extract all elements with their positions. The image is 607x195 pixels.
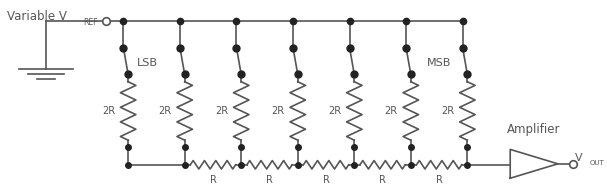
Text: Amplifier: Amplifier xyxy=(507,123,561,136)
Text: R: R xyxy=(322,175,330,185)
Text: R: R xyxy=(436,175,443,185)
Text: 2R: 2R xyxy=(441,106,454,116)
Text: 2R: 2R xyxy=(215,106,228,116)
Text: Variable V: Variable V xyxy=(7,10,67,23)
Text: 2R: 2R xyxy=(328,106,341,116)
Text: R: R xyxy=(266,175,273,185)
Text: V: V xyxy=(574,153,582,163)
Text: 2R: 2R xyxy=(158,106,172,116)
Text: 2R: 2R xyxy=(385,106,398,116)
Text: R: R xyxy=(379,175,386,185)
Text: R: R xyxy=(209,175,216,185)
Text: REF: REF xyxy=(84,18,98,27)
Text: LSB: LSB xyxy=(137,58,158,68)
Text: 2R: 2R xyxy=(271,106,285,116)
Text: 2R: 2R xyxy=(102,106,115,116)
Text: MSB: MSB xyxy=(427,58,451,68)
Text: OUT: OUT xyxy=(589,160,604,166)
